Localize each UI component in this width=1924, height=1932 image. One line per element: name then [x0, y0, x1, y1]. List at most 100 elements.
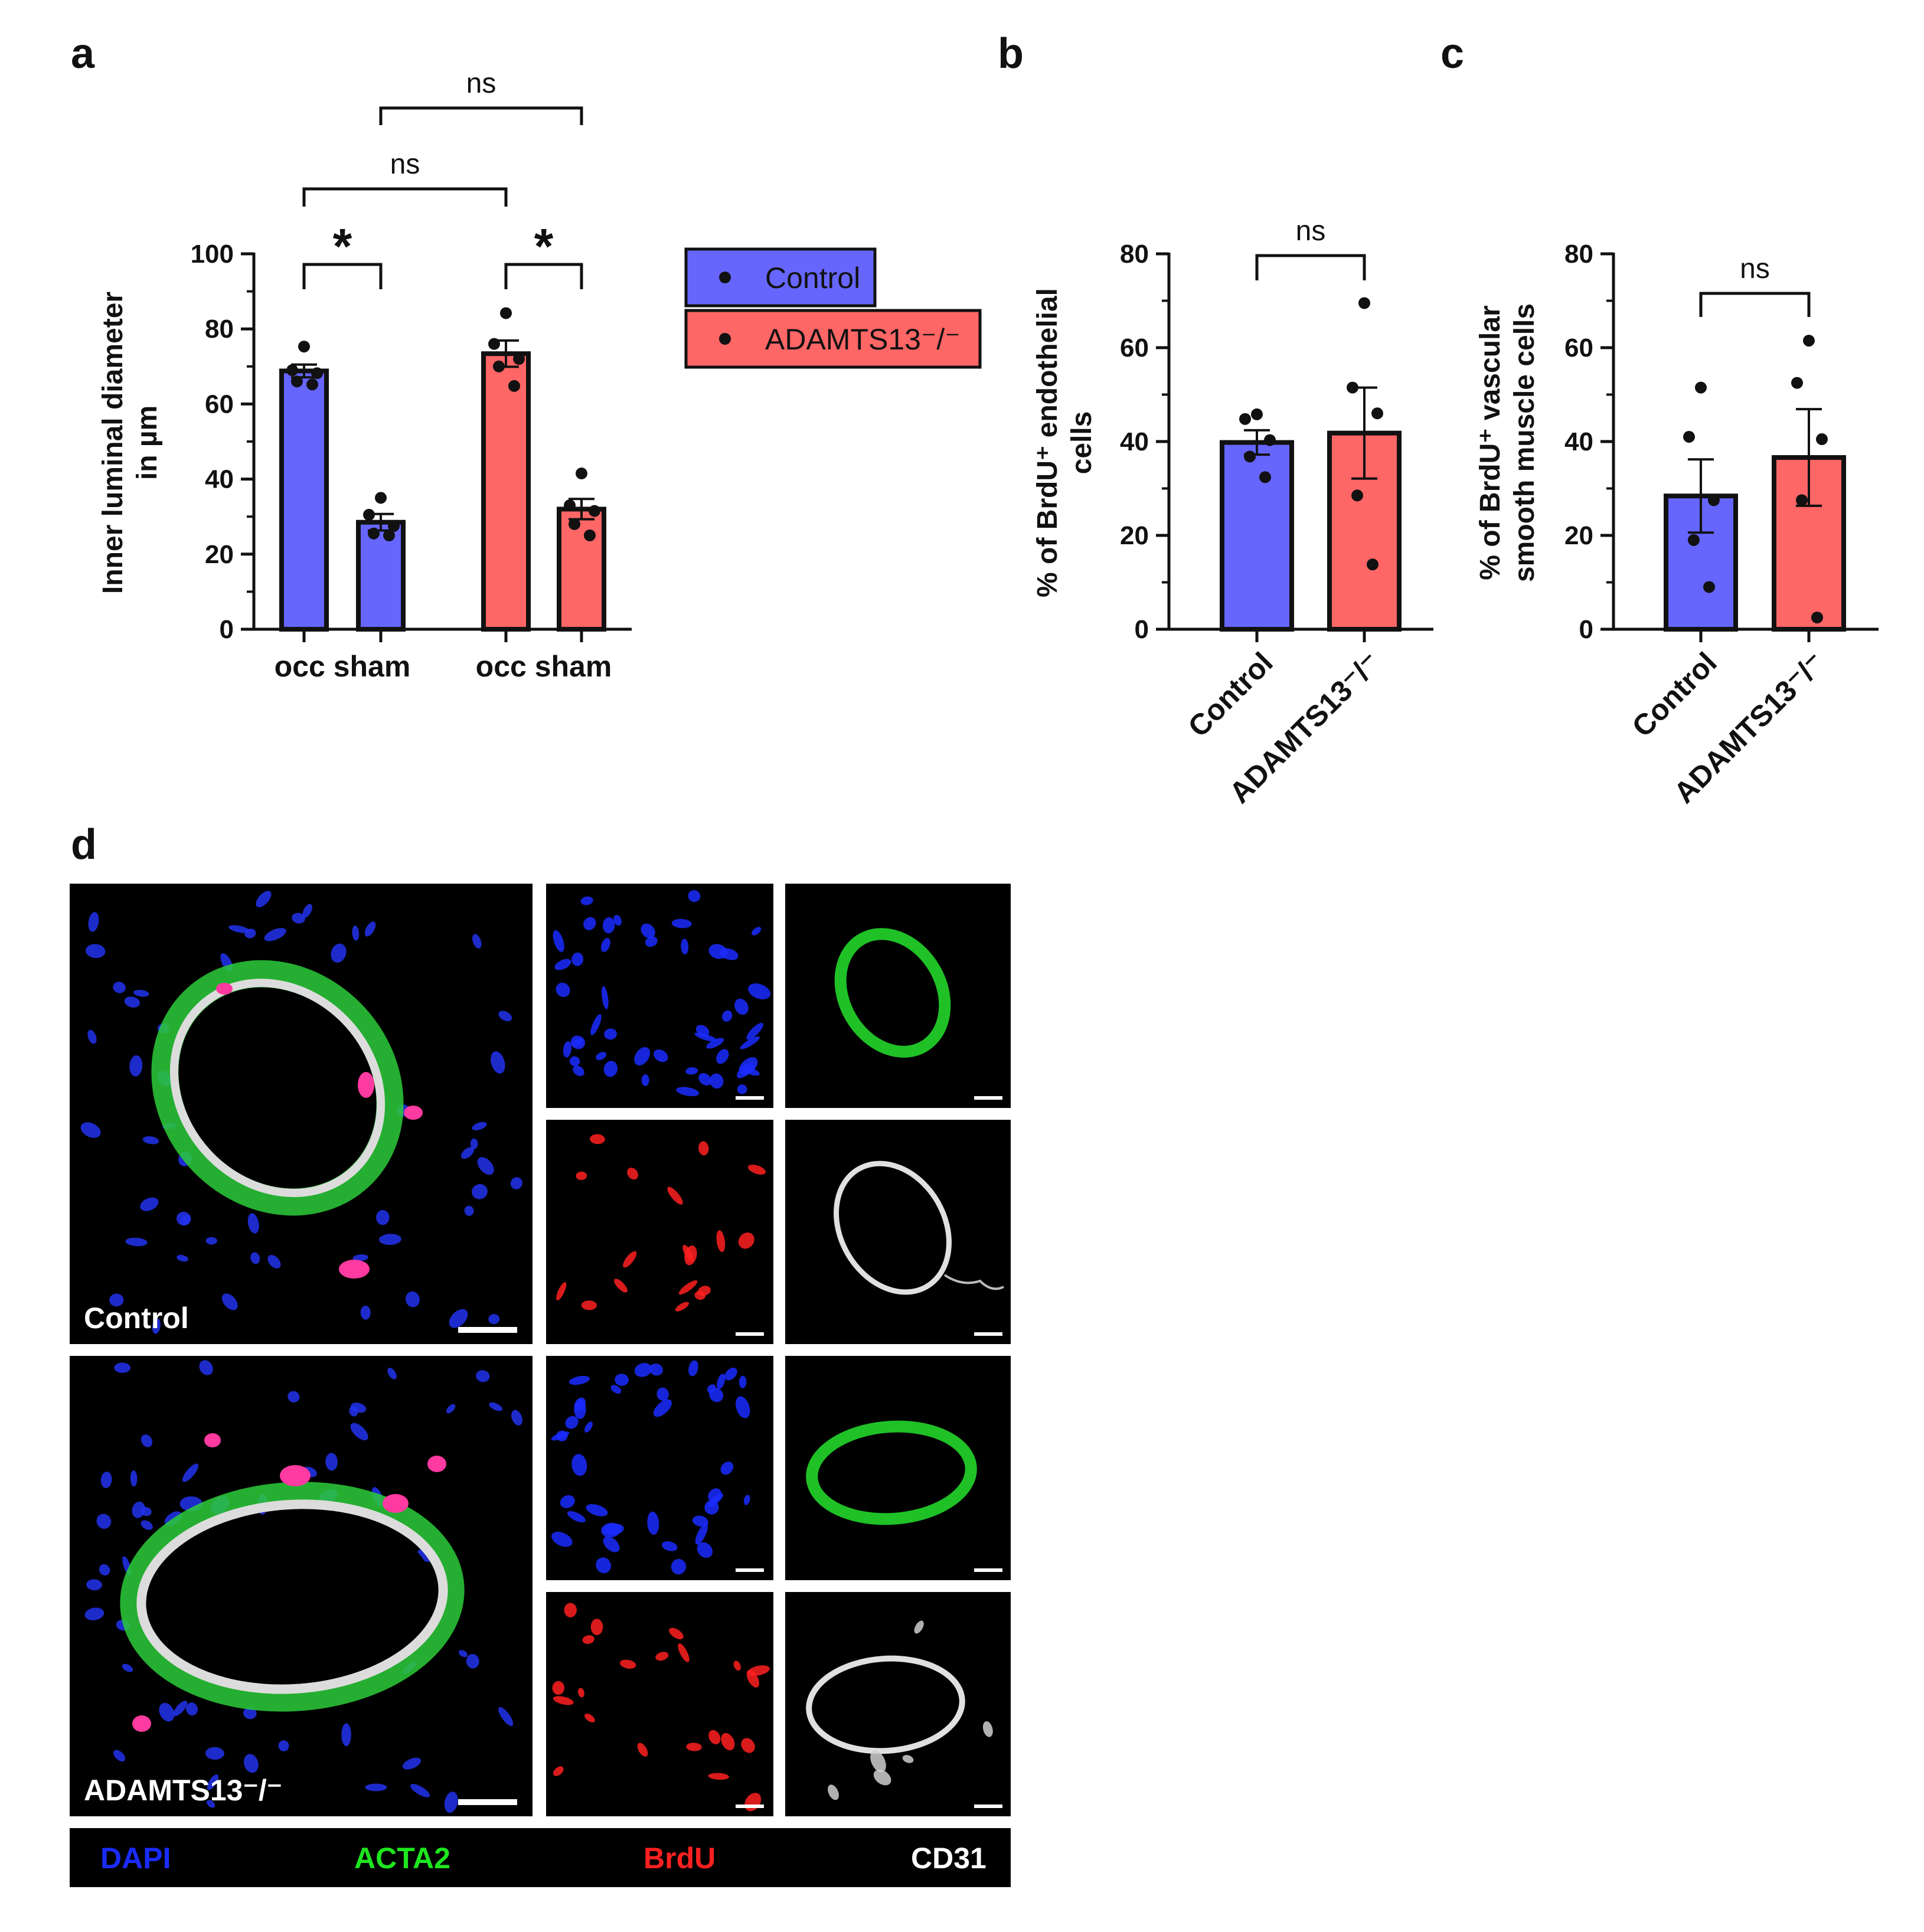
nucleus	[352, 926, 360, 941]
nucleus	[870, 1750, 886, 1773]
micrograph-control-brdu	[546, 1120, 773, 1344]
data-point	[1244, 450, 1256, 463]
nucleus	[740, 1036, 760, 1050]
y-tick-label: 20	[1564, 521, 1593, 550]
micrograph-control-cd31	[785, 1120, 1011, 1344]
nucleus	[710, 1073, 724, 1089]
nucleus	[724, 1367, 737, 1381]
nucleus	[402, 1757, 422, 1770]
data-point	[286, 364, 298, 377]
nucleus	[113, 982, 126, 993]
nucleus	[292, 913, 305, 924]
nucleus	[653, 1399, 672, 1417]
data-point	[1811, 612, 1823, 624]
data-point	[500, 307, 512, 319]
nucleus	[205, 1237, 217, 1245]
data-point	[1703, 581, 1715, 593]
y-tick-label: 80	[1564, 240, 1593, 269]
nucleus	[552, 1681, 565, 1695]
nucleus	[460, 1147, 474, 1159]
micrograph-adamts13-acta2	[785, 1356, 1011, 1580]
nucleus	[637, 1743, 648, 1757]
nucleus	[477, 1157, 494, 1175]
legend: Control ADAMTS13⁻/⁻	[684, 247, 982, 369]
nucleus	[581, 1300, 597, 1310]
data-point	[564, 499, 576, 512]
nucleus	[159, 1702, 175, 1722]
data-point	[488, 338, 500, 350]
x-group-label: occ sham	[476, 650, 612, 683]
nucleus	[733, 1660, 741, 1671]
nucleus	[610, 1385, 622, 1394]
x-group-label: occ sham	[275, 650, 411, 683]
nucleus	[590, 1134, 605, 1145]
nucleus	[410, 1784, 430, 1797]
data-point	[383, 529, 395, 541]
micrograph-adamts13-brdu	[546, 1592, 773, 1816]
nucleus	[567, 1511, 586, 1523]
y-tick-label: 40	[1120, 427, 1149, 456]
nucleus	[603, 1061, 618, 1077]
nucleus	[719, 948, 739, 960]
nucleus	[376, 1209, 390, 1225]
significance-label: ns	[466, 68, 496, 99]
nucleus	[698, 1073, 712, 1086]
significance-bracket	[1699, 292, 1811, 317]
nucleus	[341, 1723, 351, 1747]
nucleus	[743, 1495, 750, 1505]
nucleus	[556, 1282, 567, 1300]
micrograph-adamts13-dapi	[546, 1356, 773, 1580]
nucleus	[228, 925, 250, 933]
nucleus	[828, 1784, 839, 1800]
nucleus	[489, 1402, 503, 1411]
significance-bracket	[504, 263, 583, 289]
nucleus	[444, 1792, 458, 1813]
nucleus	[264, 928, 286, 942]
nucleus	[553, 930, 564, 952]
nucleus	[708, 1730, 721, 1745]
nucleus	[141, 1434, 153, 1447]
nucleus	[325, 1453, 338, 1471]
data-point	[311, 367, 323, 380]
nucleus	[641, 923, 655, 939]
nucleus	[109, 1293, 124, 1307]
nucleus	[741, 1738, 755, 1753]
nucleus	[221, 1293, 238, 1310]
nucleus	[634, 1363, 652, 1377]
nucleus	[99, 1564, 110, 1576]
nucleus	[207, 1774, 218, 1790]
data-point	[1683, 431, 1695, 443]
y-tick-label: 20	[205, 540, 234, 569]
y-axis-label: % of BrdU⁺ vascular smooth muscle cells	[1475, 303, 1540, 582]
nucleus	[571, 1454, 587, 1476]
data-point	[508, 380, 520, 392]
nucleus	[590, 1014, 602, 1035]
nucleus	[267, 1255, 281, 1269]
y-tick-label: 0	[220, 615, 234, 644]
micrograph-control-acta2	[785, 884, 1011, 1108]
nucleus	[405, 1291, 420, 1307]
nucleus	[582, 1635, 594, 1645]
nucleus	[676, 1087, 700, 1097]
channel-label-dapi: DAPI	[100, 1842, 171, 1875]
panel-label-c: c	[1440, 30, 1464, 77]
nucleus	[737, 1084, 747, 1094]
data-point	[1239, 413, 1251, 425]
nucleus	[614, 1279, 628, 1293]
panel-label-b: b	[998, 30, 1024, 77]
nucleus	[577, 1688, 584, 1698]
nucleus	[747, 1164, 766, 1175]
nucleus	[132, 1501, 145, 1518]
significance-label: ns	[1296, 215, 1326, 247]
nucleus	[449, 1309, 468, 1328]
nucleus	[364, 921, 376, 937]
nucleus	[678, 1280, 698, 1295]
data-point	[1688, 534, 1700, 546]
nucleus	[596, 1557, 611, 1574]
nucleus	[351, 1403, 367, 1413]
nucleus	[476, 1370, 490, 1382]
data-point	[1803, 335, 1815, 347]
nucleus	[466, 1654, 479, 1669]
nucleus	[580, 896, 593, 905]
data-point	[1358, 297, 1370, 309]
